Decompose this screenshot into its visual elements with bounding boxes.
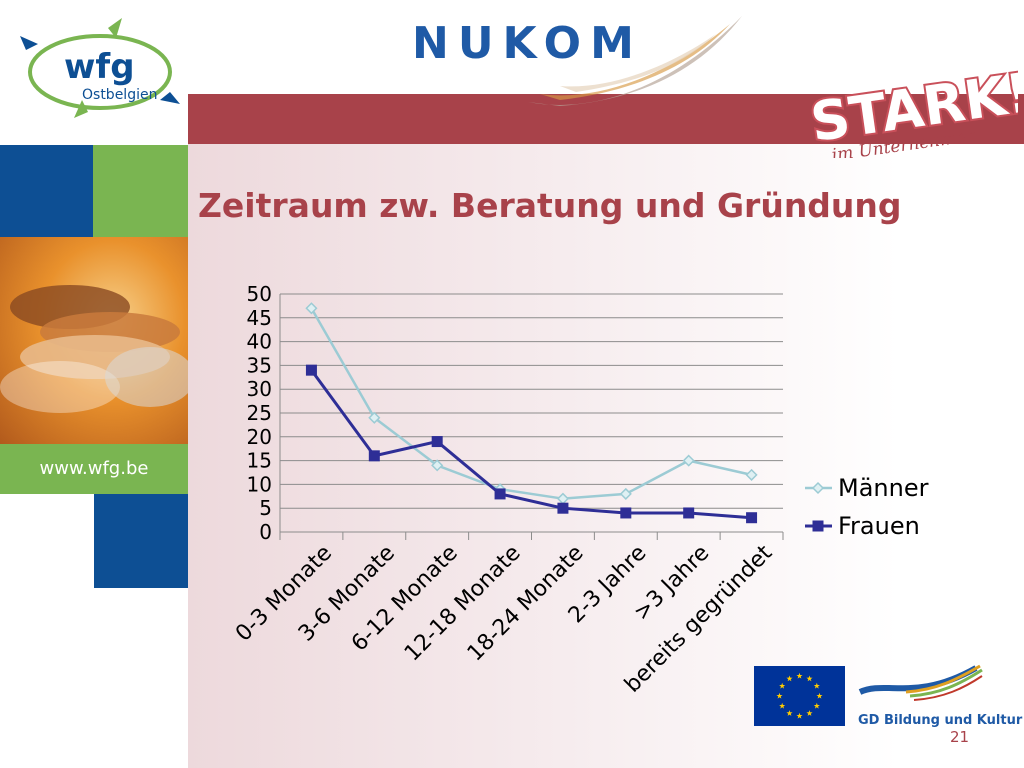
y-tick-label: 40	[247, 330, 272, 354]
header-band	[188, 94, 1024, 144]
data-point	[305, 302, 318, 315]
eu-star-icon	[779, 682, 786, 689]
chart-series	[305, 302, 758, 524]
decor-block-blue-lower	[94, 494, 188, 588]
chart-axes	[279, 294, 784, 540]
wfg-logo-name: wfg	[64, 47, 135, 87]
data-point	[620, 507, 632, 519]
eu-star-icon	[796, 672, 803, 679]
eu-star-icon	[806, 710, 813, 716]
series-line	[310, 369, 752, 520]
website-link[interactable]: www.wfg.be	[39, 458, 149, 479]
legend-item: Frauen	[805, 512, 920, 540]
y-tick-label: 35	[247, 353, 272, 377]
legend-marker	[812, 520, 824, 532]
data-point	[368, 411, 381, 424]
data-point	[305, 364, 317, 376]
page-number: 21	[950, 728, 970, 746]
slide-title: Zeitraum zw. Beratung und Gründung	[198, 186, 902, 225]
eu-star-icon	[779, 702, 786, 709]
series-line	[310, 307, 752, 500]
y-tick-label: 25	[247, 401, 272, 425]
y-tick-label: 5	[259, 496, 272, 520]
data-point	[556, 492, 569, 505]
data-point	[683, 507, 695, 519]
eu-star-icon	[816, 692, 823, 699]
eu-star-icon	[806, 675, 813, 682]
wfg-logo: wfg Ostbelgien	[12, 14, 188, 124]
gd-logo-swoosh	[856, 662, 986, 712]
decor-block-blue	[0, 145, 93, 237]
eu-star-icon	[786, 675, 793, 682]
series-frauen	[305, 364, 758, 524]
decor-block-green	[93, 145, 188, 237]
data-point	[682, 454, 695, 467]
chart-legend: Männer Frauen	[805, 474, 929, 540]
brand-title: NUKOM	[412, 18, 643, 69]
data-point	[557, 502, 569, 514]
y-tick-label: 0	[259, 520, 272, 544]
url-band	[0, 444, 188, 494]
y-tick-label: 20	[247, 425, 272, 449]
eu-star-icon	[786, 710, 793, 716]
wfg-logo-sub: Ostbelgien	[82, 87, 157, 103]
gd-bildung-kultur-label: GD Bildung und Kultur	[858, 713, 1023, 728]
y-tick-label: 50	[247, 282, 272, 306]
legend-label: Frauen	[838, 512, 920, 540]
data-point	[494, 488, 506, 500]
legend-marker	[811, 481, 825, 495]
eu-star-icon	[813, 702, 820, 709]
y-tick-label: 10	[247, 472, 272, 496]
eu-star-icon	[813, 682, 820, 689]
data-point	[745, 468, 758, 481]
data-point	[431, 459, 444, 472]
legend-item: Männer	[805, 474, 929, 502]
eu-star-icon	[776, 692, 783, 699]
y-tick-label: 45	[247, 306, 272, 330]
eu-star-icon	[796, 712, 803, 719]
data-point	[746, 512, 758, 524]
eu-flag	[754, 666, 845, 726]
data-point	[431, 436, 443, 448]
y-tick-label: 15	[247, 449, 272, 473]
chart-gridlines	[280, 293, 783, 509]
data-point	[619, 487, 632, 500]
teamwork-hands-photo	[0, 237, 188, 444]
content-background	[188, 144, 1024, 768]
data-point	[368, 450, 380, 462]
series-maenner	[305, 302, 758, 505]
y-tick-label: 30	[247, 377, 272, 401]
legend-label: Männer	[838, 474, 929, 502]
